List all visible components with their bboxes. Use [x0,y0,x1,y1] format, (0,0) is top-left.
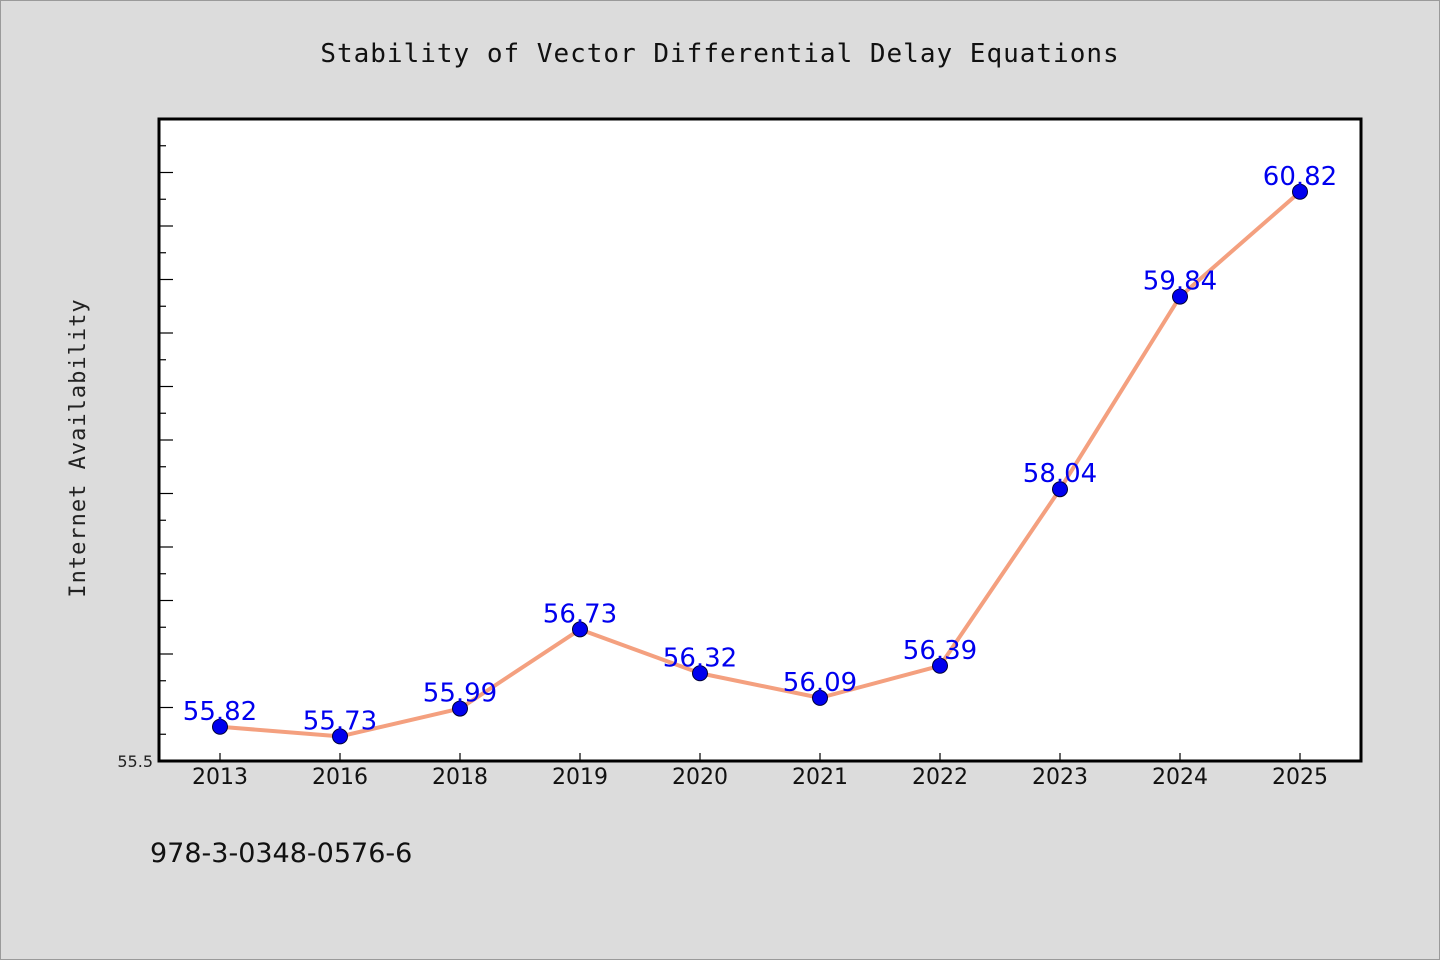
plot-area [157,117,1363,763]
data-point [572,621,588,638]
data-labels: 55.82 55.73 55.99 56.73 56.32 56.09 56.39 58.04… [183,162,1337,737]
data-point [1292,183,1308,200]
x-tick-label: 2019 [552,765,608,790]
data-label: 55.82 [183,697,257,727]
data-label: 56.09 [783,668,857,698]
data-label: 56.39 [903,636,977,666]
data-point [1052,481,1068,498]
data-point [452,700,468,717]
y-axis-ticks: 55.5 [117,118,173,771]
x-axis-tick-labels: 2013 2016 2018 2019 2020 2021 2022 2023 2024 2025 [192,753,1328,790]
data-label: 56.73 [543,599,617,629]
data-point [812,689,828,706]
isbn-footer: 978-3-0348-0576-6 [150,838,412,869]
data-point [212,718,228,735]
chart-title: Stability of Vector Differential Delay E… [320,39,1119,69]
x-tick-label: 2020 [672,765,728,790]
data-label: 58.04 [1023,459,1097,489]
data-label: 55.99 [423,679,497,709]
data-point [332,728,348,745]
x-tick-label: 2025 [1272,765,1328,790]
x-tick-label: 2021 [792,765,848,790]
y-axis-label: Internet Availability [66,298,91,597]
y-tick-label: 55.5 [117,752,153,771]
data-label: 56.32 [663,643,737,673]
x-tick-label: 2018 [432,765,488,790]
x-tick-label: 2023 [1032,765,1088,790]
data-label: 59.84 [1143,267,1217,297]
data-point [1172,288,1188,305]
data-point [692,665,708,682]
x-tick-label: 2022 [912,765,968,790]
series-line [218,189,1302,739]
data-point [932,657,948,674]
x-tick-label: 2013 [192,765,248,790]
x-tick-label: 2024 [1152,765,1208,790]
data-label: 60.82 [1263,162,1337,192]
data-label: 55.73 [303,706,377,736]
data-markers [212,183,1308,745]
x-tick-label: 2016 [312,765,368,790]
